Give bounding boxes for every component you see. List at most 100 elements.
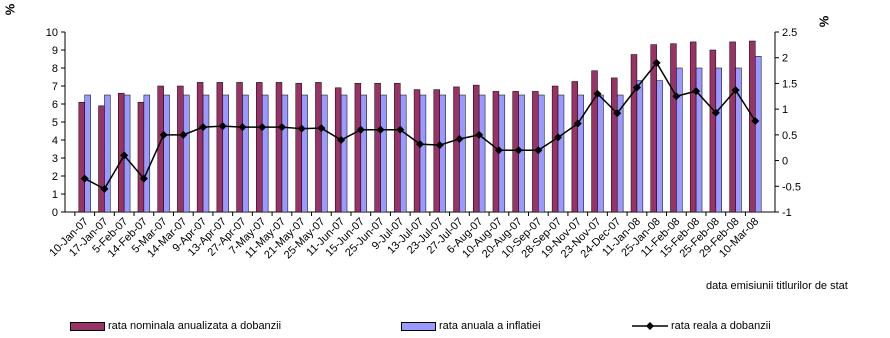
- left-tick-label: 9: [52, 45, 58, 57]
- point-real-rate: [455, 134, 464, 143]
- right-tick-label: -0.5: [782, 181, 801, 193]
- bar-nominal: [374, 83, 381, 213]
- bar-inflation: [735, 67, 742, 213]
- bar-nominal: [729, 41, 736, 213]
- point-real-rate: [692, 87, 701, 96]
- bar-inflation: [478, 94, 486, 213]
- bar-nominal: [78, 101, 85, 213]
- bar-nominal: [433, 89, 440, 213]
- left-tick-label: 5: [52, 117, 58, 129]
- bar-inflation: [84, 94, 91, 213]
- bar-inflation: [557, 94, 565, 213]
- bar-nominal: [413, 89, 421, 213]
- point-real-rate: [297, 124, 306, 133]
- bar-nominal: [670, 43, 677, 213]
- bar-inflation: [281, 94, 289, 213]
- bar-inflation: [459, 94, 466, 213]
- right-tick-label: 1.5: [782, 78, 797, 90]
- point-real-rate: [554, 133, 563, 142]
- point-real-rate: [139, 174, 148, 183]
- legend-item-inflation: rata anuala a inflatiei: [401, 320, 541, 332]
- point-real-rate: [199, 123, 208, 132]
- bar-inflation: [577, 94, 584, 213]
- bar-nominal: [295, 83, 302, 213]
- bar-inflation: [616, 94, 624, 213]
- point-real-rate: [218, 122, 227, 131]
- bar-nominal: [137, 101, 145, 213]
- bar-nominal: [275, 82, 283, 213]
- right-tick-label: 0.5: [782, 130, 797, 142]
- point-real-rate: [100, 184, 109, 193]
- point-real-rate: [435, 141, 444, 150]
- point-real-rate: [396, 125, 405, 134]
- bar-inflation: [360, 94, 368, 213]
- bar-inflation: [498, 94, 506, 213]
- point-real-rate: [258, 123, 267, 132]
- bar-inflation: [419, 94, 427, 213]
- bar-inflation: [222, 94, 229, 213]
- bar-nominal: [473, 84, 480, 213]
- right-tick-label: 0: [782, 156, 788, 168]
- left-axis-unit: %: [2, 3, 18, 16]
- point-real-rate: [731, 86, 740, 95]
- bar-nominal: [611, 77, 618, 213]
- bar-nominal: [177, 85, 184, 213]
- left-tick-label: 10: [46, 27, 58, 39]
- bar-inflation: [242, 94, 249, 213]
- bar-inflation: [538, 94, 545, 213]
- bar-inflation: [676, 67, 683, 213]
- point-real-rate: [277, 123, 286, 132]
- point-real-rate: [238, 123, 247, 132]
- point-real-rate: [475, 130, 484, 139]
- bar-inflation: [400, 94, 407, 213]
- point-real-rate: [159, 130, 168, 139]
- bar-inflation: [321, 94, 328, 213]
- legend-item-nominal: rata nominala anualizata a dobanzii: [70, 320, 281, 332]
- point-real-rate: [120, 151, 129, 160]
- bar-inflation: [656, 80, 663, 213]
- point-real-rate: [356, 125, 365, 134]
- right-tick-label: -1: [782, 207, 792, 219]
- bar-nominal: [749, 40, 756, 213]
- point-real-rate: [317, 124, 326, 133]
- bar-inflation: [636, 80, 644, 213]
- bar-nominal: [236, 82, 243, 213]
- point-real-rate: [632, 83, 641, 92]
- bar-nominal: [216, 82, 224, 213]
- bar-nominal: [571, 81, 579, 213]
- right-axis-unit: %: [816, 15, 832, 28]
- point-real-rate: [593, 89, 602, 98]
- left-tick-label: 0: [52, 207, 58, 219]
- legend-label-nominal: rata nominala anualizata a dobanzii: [108, 320, 282, 332]
- point-real-rate: [337, 136, 346, 144]
- legend-label-real: rata reala a dobanzii: [671, 320, 771, 332]
- bar-inflation: [261, 94, 269, 213]
- bar-inflation: [439, 94, 446, 213]
- bar-inflation: [104, 94, 111, 213]
- point-real-rate: [179, 130, 188, 139]
- bar-inflation: [301, 94, 308, 213]
- bar-nominal: [98, 105, 105, 213]
- bar-nominal: [551, 85, 559, 213]
- bar-nominal: [394, 83, 401, 213]
- left-tick-label: 2: [52, 171, 58, 183]
- point-real-rate: [672, 92, 681, 101]
- right-tick-label: 2.5: [782, 27, 797, 39]
- left-tick-label: 3: [52, 153, 58, 165]
- legend-item-real: rata reala a dobanzii: [632, 320, 771, 332]
- bar-inflation: [183, 94, 190, 213]
- legend-swatch-nominal: [70, 321, 105, 331]
- point-real-rate: [711, 108, 720, 117]
- bar-nominal: [709, 49, 717, 213]
- x-axis-title: data emisiunii titlurilor de stat: [706, 280, 848, 292]
- right-tick-label: 2: [782, 53, 788, 65]
- bar-inflation: [715, 67, 722, 213]
- legend-swatch-real: [632, 321, 668, 331]
- point-real-rate: [494, 146, 503, 155]
- bar-nominal: [315, 82, 322, 213]
- bar-nominal: [256, 82, 263, 213]
- legend-label-inflation: rata anuala a inflatiei: [439, 320, 541, 332]
- right-tick-label: 1: [782, 104, 788, 116]
- point-real-rate: [376, 125, 385, 134]
